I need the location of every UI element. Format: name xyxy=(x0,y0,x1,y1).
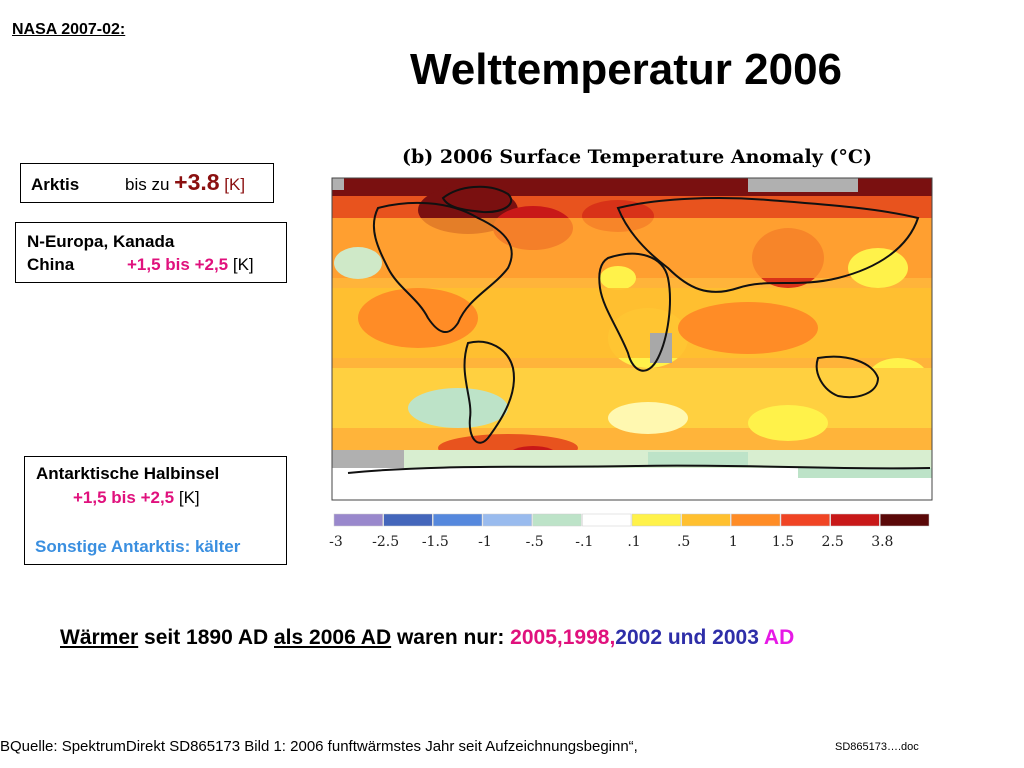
scale-tick-label: 2.5 xyxy=(822,534,844,550)
china-label: China xyxy=(27,255,75,274)
summary-text: Wärmer seit 1890 AD als 2006 AD waren nu… xyxy=(60,626,795,649)
scale-swatch xyxy=(532,513,582,527)
arktis-box: Arktis bis zu +3.8 [K] xyxy=(20,163,274,203)
scale-swatch xyxy=(433,513,483,527)
scale-tick-label: 1 xyxy=(729,534,738,550)
europa-box: N-Europa, Kanada China +1,5 bis +2,5 [K] xyxy=(15,222,287,283)
scale-swatch xyxy=(681,513,731,527)
scale-swatch xyxy=(830,513,880,527)
scale-tick-label: -2.5 xyxy=(372,534,399,550)
antarktis-label: Antarktische Halbinsel xyxy=(36,464,220,483)
arktis-label: Arktis xyxy=(31,175,80,194)
color-scale: -3 -2.5 -1.5 -1 -.5 -.1 .1 .5 1 1.5 2.5 3.8 xyxy=(329,513,930,550)
scale-tick-label: -1.5 xyxy=(422,534,449,550)
scale-swatch xyxy=(880,513,930,527)
scale-swatch xyxy=(383,513,433,527)
scale-tick-label: 3.8 xyxy=(871,534,893,550)
scale-swatch xyxy=(731,513,781,527)
anomaly-field xyxy=(332,178,932,500)
scale-swatch xyxy=(780,513,830,527)
header-label: NASA 2007-02: xyxy=(12,21,126,38)
scale-tick-label: -.5 xyxy=(526,534,544,550)
scale-swatch xyxy=(482,513,532,527)
figure-title: (b) 2006 Surface Temperature Anomaly (°C… xyxy=(402,146,872,168)
europa-label: N-Europa, Kanada xyxy=(27,232,175,251)
antarktis-value: +1,5 bis +2,5 [K] xyxy=(73,488,200,507)
antarktis-other: Sonstige Antarktis: kälter xyxy=(35,537,241,556)
scale-tick-label: -1 xyxy=(478,534,492,550)
scale-tick-label: .1 xyxy=(627,534,640,550)
scale-swatch xyxy=(333,513,383,527)
footer-source: BQuelle: SpektrumDirekt SD865173 Bild 1:… xyxy=(0,738,638,755)
europa-value: +1,5 bis +2,5 [K] xyxy=(127,255,254,274)
footer-doc: SD865173….doc xyxy=(835,741,919,753)
arktis-value: bis zu +3.8 [K] xyxy=(125,169,246,195)
scale-tick-label: 1.5 xyxy=(772,534,794,550)
scale-swatch xyxy=(631,513,681,527)
scale-tick-label: .5 xyxy=(677,534,690,550)
scale-tick-label: -.1 xyxy=(575,534,593,550)
temperature-anomaly-map: -3 -2.5 -1.5 -1 -.5 -.1 .1 .5 1 1.5 2.5 3.8 xyxy=(329,177,933,550)
scale-tick-label: -3 xyxy=(329,534,343,550)
page-title: Welttemperatur 2006 xyxy=(410,45,843,94)
scale-swatch xyxy=(582,513,632,527)
antarktis-box: Antarktische Halbinsel +1,5 bis +2,5 [K]… xyxy=(24,456,287,565)
